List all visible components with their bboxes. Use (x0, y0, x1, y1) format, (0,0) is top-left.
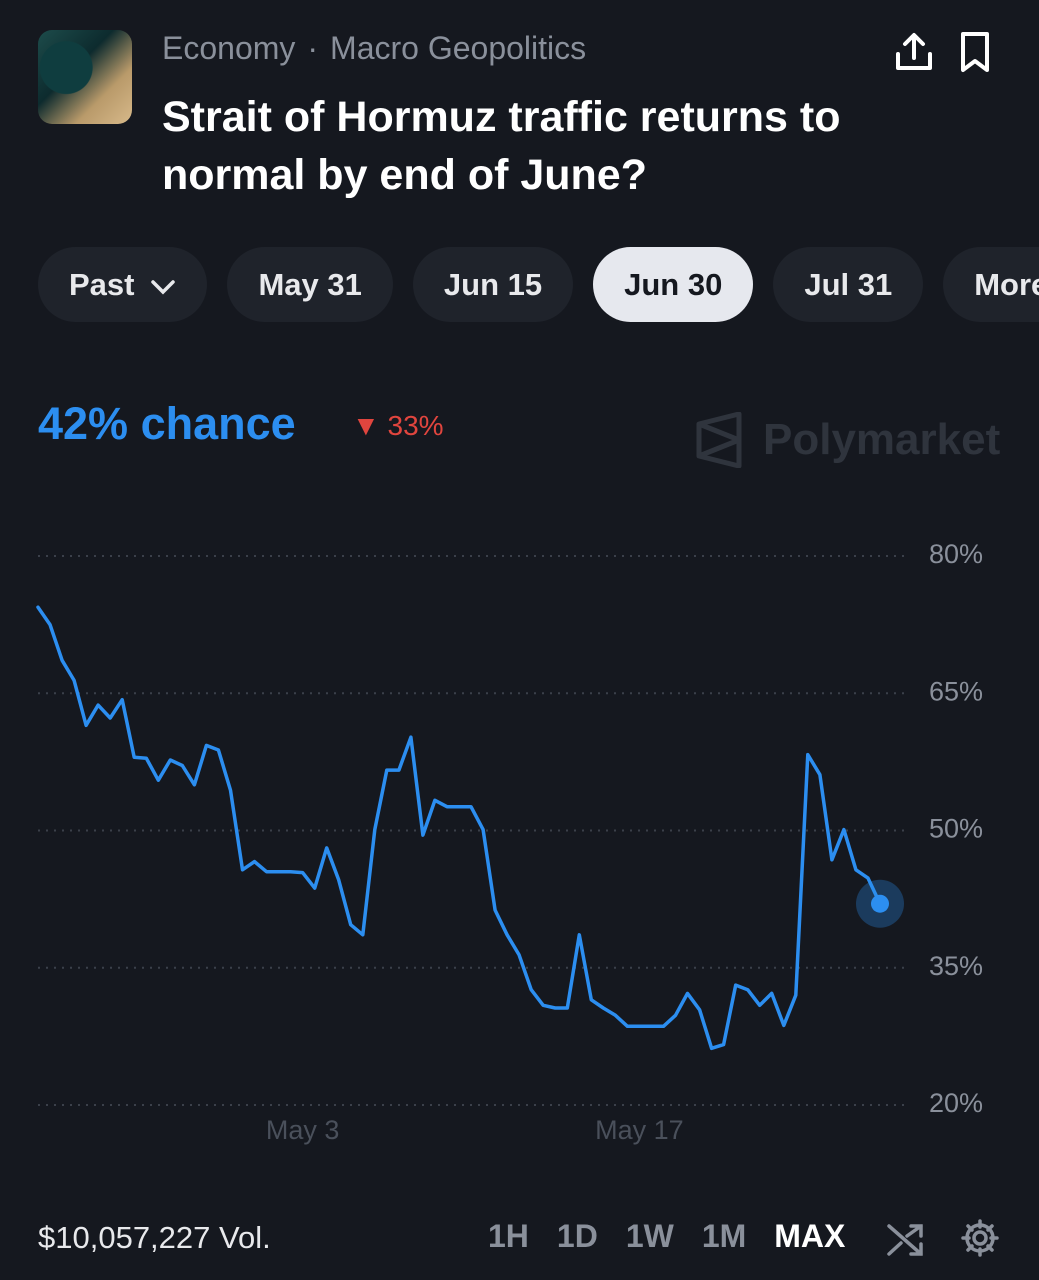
breadcrumb: Economy · Macro Geopolitics (162, 30, 598, 67)
y-tick-label: 65% (929, 676, 983, 706)
market-title: Strait of Hormuz traffic returns to norm… (162, 93, 841, 199)
range-option[interactable]: 1D (556, 1218, 598, 1254)
date-tab[interactable]: Jun 30 (593, 247, 754, 322)
market-image[interactable] (38, 30, 132, 124)
date-tabs: Past May 31 Jun 15 Jun 30 Jul 31 More (38, 247, 1039, 322)
price-line (36, 605, 882, 1051)
tab-label: More (974, 266, 1039, 302)
brand-logo (696, 412, 742, 468)
date-tab[interactable]: Past (38, 247, 208, 322)
y-tick-label: 20% (929, 1088, 983, 1118)
x-tick-label: May 3 (266, 1115, 340, 1145)
volume: $10,057,227 Vol. (38, 1220, 271, 1255)
range-option[interactable]: 1M (701, 1218, 747, 1254)
chance: 42% chance (38, 398, 296, 449)
price-chart: 20% 35% 50% 65% 80% May 3 May 17 (36, 539, 983, 1145)
category[interactable]: Economy (162, 30, 296, 66)
tab-label: Past (69, 266, 135, 302)
date-tab[interactable]: More (943, 247, 1039, 322)
current-point (871, 894, 889, 913)
date-tab[interactable]: May 31 (227, 247, 393, 322)
tab-label: Jun 15 (443, 266, 543, 302)
tab-label: May 31 (258, 266, 362, 302)
brand-name: Polymarket (763, 415, 1001, 464)
change-value: 33% (387, 410, 444, 441)
dropdown-caret (134, 267, 176, 303)
settings-button[interactable] (960, 1218, 1000, 1258)
y-tick-label: 50% (929, 814, 983, 844)
range-selector: 1H 1D 1W 1M MAX (488, 1218, 845, 1255)
compare-button[interactable] (885, 1220, 925, 1260)
y-tick-label: 80% (929, 539, 983, 569)
change: ▼ 33% (352, 410, 444, 441)
brand: Polymarket (695, 412, 1000, 468)
x-tick-label: May 17 (595, 1115, 684, 1145)
subcategory[interactable]: Macro Geopolitics (330, 30, 587, 66)
date-tab[interactable]: Jun 15 (412, 247, 574, 322)
y-tick-label: 35% (929, 951, 983, 981)
range-option[interactable]: MAX (774, 1218, 846, 1254)
date-tab[interactable]: Jul 31 (773, 247, 924, 322)
share-button[interactable] (892, 30, 936, 74)
tab-label: Jul 31 (804, 266, 893, 302)
separator: · (307, 30, 319, 66)
range-option[interactable]: 1W (625, 1218, 674, 1254)
range-option[interactable]: 1H (488, 1218, 529, 1254)
bookmark-button[interactable] (955, 30, 995, 74)
tab-label: Jun 30 (624, 266, 723, 302)
